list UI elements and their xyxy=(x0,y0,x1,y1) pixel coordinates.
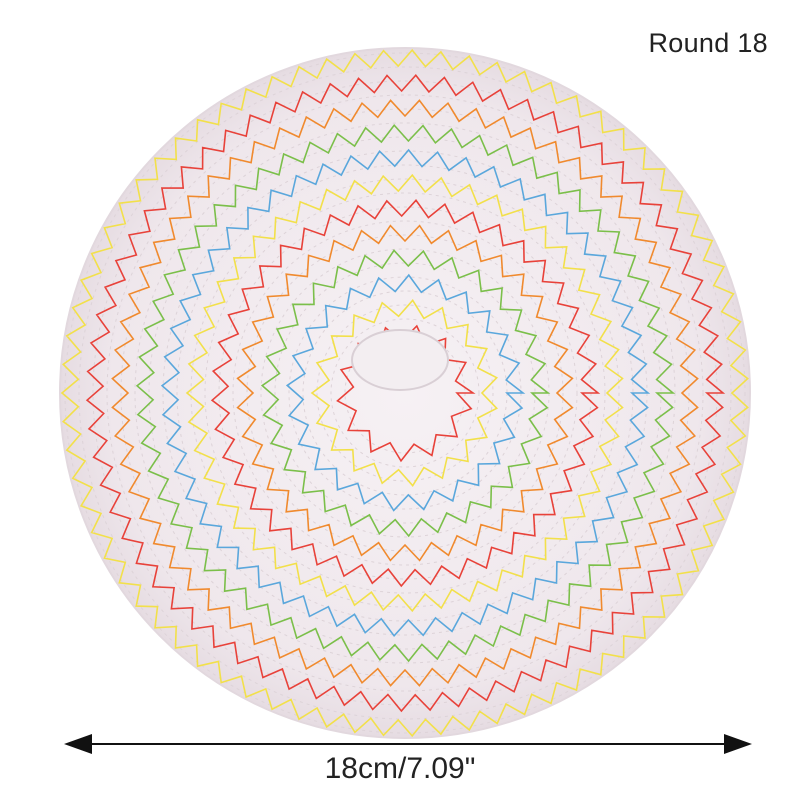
rope-ring xyxy=(134,122,676,664)
zigzag-stitch-ring xyxy=(310,298,499,488)
zigzag-stitch-ring xyxy=(285,273,526,512)
arrowhead-left-icon xyxy=(64,734,92,754)
rope-ring xyxy=(190,178,620,608)
zigzag-stitch-ring xyxy=(111,99,699,687)
rope-ring xyxy=(232,220,578,566)
product-size-title: Round 18 xyxy=(648,28,768,58)
center-knot xyxy=(351,329,449,391)
rope-ring xyxy=(120,108,690,678)
zigzag-stitch-ring xyxy=(236,224,574,562)
zigzag-stitch-ring xyxy=(135,123,676,663)
rope-ring xyxy=(246,234,564,552)
rope-ring xyxy=(64,52,746,734)
zigzag-stitch-ring xyxy=(160,148,651,638)
zigzag-stitch-ring xyxy=(60,48,749,738)
zigzag-stitch-ring xyxy=(185,173,624,613)
zigzag-stitch-ring xyxy=(210,199,601,588)
diameter-label: 18cm/7.09" xyxy=(324,752,476,785)
rope-ring xyxy=(316,304,494,482)
rope-ring xyxy=(204,192,606,594)
zigzag-stitch-ring xyxy=(85,73,726,713)
zigzag-stitch-rings xyxy=(60,48,749,738)
placemat-disc xyxy=(59,47,751,739)
rope-ring xyxy=(106,94,704,692)
zigzag-stitch-ring xyxy=(336,324,476,463)
dimension-arrow xyxy=(64,734,752,754)
rope-ring xyxy=(330,318,480,468)
arrowhead-right-icon xyxy=(724,734,752,754)
zigzag-stitch-ring xyxy=(260,249,551,538)
